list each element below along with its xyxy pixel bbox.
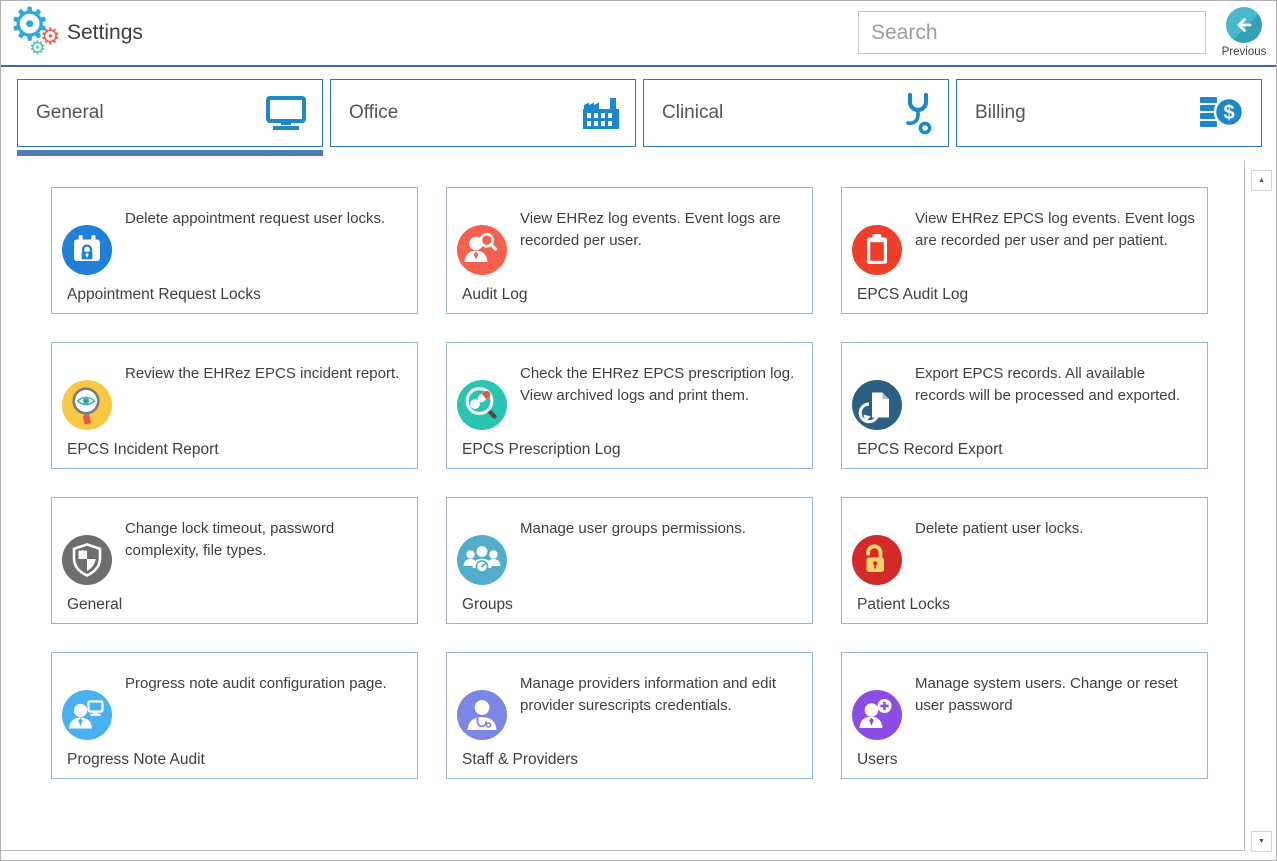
provider-icon — [457, 690, 507, 740]
factory-icon — [582, 96, 620, 130]
calendar-lock-icon — [62, 225, 112, 275]
settings-card-grid: Delete appointment request user locks. A… — [51, 187, 1208, 779]
card-description: Delete appointment request user locks. — [125, 210, 386, 227]
document-export-icon — [852, 380, 902, 430]
card-description: Progress note audit configuration page. — [125, 675, 387, 692]
card-description: Change lock timeout, password complexity… — [125, 520, 335, 559]
gear-blue-icon: ⚙ — [9, 0, 51, 50]
user-monitor-icon — [62, 690, 112, 740]
card-description: Manage user groups permissions. — [520, 520, 746, 537]
card-staff-providers[interactable]: Manage providers information and edit pr… — [446, 652, 813, 779]
card-description: Review the EHRez EPCS incident report. — [125, 365, 400, 382]
card-general[interactable]: Change lock timeout, password complexity… — [51, 497, 418, 624]
scroll-up-icon: ▲ — [1258, 177, 1265, 184]
card-title: Groups — [462, 596, 513, 613]
user-plus-icon — [852, 690, 902, 740]
gear-teal-icon: ⚙ — [29, 38, 47, 59]
previous-button[interactable]: Previous — [1220, 7, 1268, 58]
card-title: Progress Note Audit — [67, 751, 205, 768]
card-audit-log[interactable]: View EHRez log events. Event logs are re… — [446, 187, 813, 314]
scroll-up-button[interactable]: ▲ — [1251, 170, 1272, 191]
card-epcs-incident-report[interactable]: Review the EHRez EPCS incident report. E… — [51, 342, 418, 469]
user-group-icon — [457, 535, 507, 585]
open-padlock-icon — [852, 535, 902, 585]
card-description: Delete patient user locks. — [915, 520, 1084, 537]
card-epcs-audit-log[interactable]: View EHRez EPCS log events. Event logs a… — [841, 187, 1208, 314]
card-description: View EHRez EPCS log events. Event logs a… — [915, 210, 1195, 249]
card-epcs-prescription-log[interactable]: Check the EHRez EPCS prescription log. V… — [446, 342, 813, 469]
user-magnifier-icon — [457, 225, 507, 275]
card-title: EPCS Incident Report — [67, 441, 219, 458]
content-right-divider — [1244, 161, 1245, 851]
tab-label: General — [36, 102, 104, 123]
scroll-down-button[interactable]: ▼ — [1251, 831, 1272, 852]
settings-gears-icon: ⚙ ⚙ ⚙ — [9, 1, 67, 63]
card-groups[interactable]: Manage user groups permissions. Groups — [446, 497, 813, 624]
card-title: EPCS Audit Log — [857, 286, 969, 303]
clipboard-icon — [852, 225, 902, 275]
card-appointment-request-locks[interactable]: Delete appointment request user locks. A… — [51, 187, 418, 314]
card-epcs-record-export[interactable]: Export EPCS records. All available recor… — [841, 342, 1208, 469]
tab-bar: General Office Clinical Billing $ — [17, 79, 1262, 156]
tab-clinical[interactable]: Clinical — [643, 79, 949, 147]
card-title: General — [67, 596, 123, 613]
card-description: Manage providers information and edit pr… — [520, 675, 776, 714]
card-patient-locks[interactable]: Delete patient user locks. Patient Locks — [841, 497, 1208, 624]
pills-magnifier-icon — [457, 380, 507, 430]
tab-label: Clinical — [662, 102, 724, 123]
tab-general[interactable]: General — [17, 79, 323, 156]
tab-label: Office — [349, 102, 399, 123]
stethoscope-icon — [903, 91, 933, 135]
monitor-icon — [265, 95, 307, 131]
card-title: Patient Locks — [857, 596, 951, 613]
eye-magnifier-icon — [62, 380, 112, 430]
card-title: Staff & Providers — [462, 751, 579, 768]
page-title: Settings — [67, 21, 143, 44]
card-description: Check the EHRez EPCS prescription log. V… — [520, 365, 795, 404]
card-title: EPCS Record Export — [857, 441, 1003, 458]
card-description: Export EPCS records. All available recor… — [915, 365, 1181, 404]
content-bottom-divider — [1, 850, 1244, 851]
tab-billing[interactable]: Billing $ — [956, 79, 1262, 147]
card-description: View EHRez log events. Event logs are re… — [520, 210, 781, 249]
tab-office[interactable]: Office — [330, 79, 636, 147]
card-title: Audit Log — [462, 286, 528, 303]
card-progress-note-audit[interactable]: Progress note audit configuration page. … — [51, 652, 418, 779]
search-input[interactable] — [858, 11, 1206, 54]
header: ⚙ ⚙ ⚙ Settings Previous — [1, 1, 1276, 67]
tab-label: Billing — [975, 102, 1026, 123]
gear-red-icon: ⚙ — [40, 23, 61, 49]
billing-icon: $ — [1200, 93, 1246, 133]
shield-icon — [62, 535, 112, 585]
previous-label: Previous — [1221, 46, 1267, 58]
scroll-down-icon: ▼ — [1258, 838, 1265, 845]
card-title: Appointment Request Locks — [67, 286, 261, 303]
card-title: Users — [857, 751, 898, 768]
card-description: Manage system users. Change or reset use… — [915, 675, 1178, 714]
card-users[interactable]: Manage system users. Change or reset use… — [841, 652, 1208, 779]
svg-text:$: $ — [1223, 102, 1234, 124]
card-title: EPCS Prescription Log — [462, 441, 621, 458]
back-arrow-icon — [1226, 7, 1262, 43]
